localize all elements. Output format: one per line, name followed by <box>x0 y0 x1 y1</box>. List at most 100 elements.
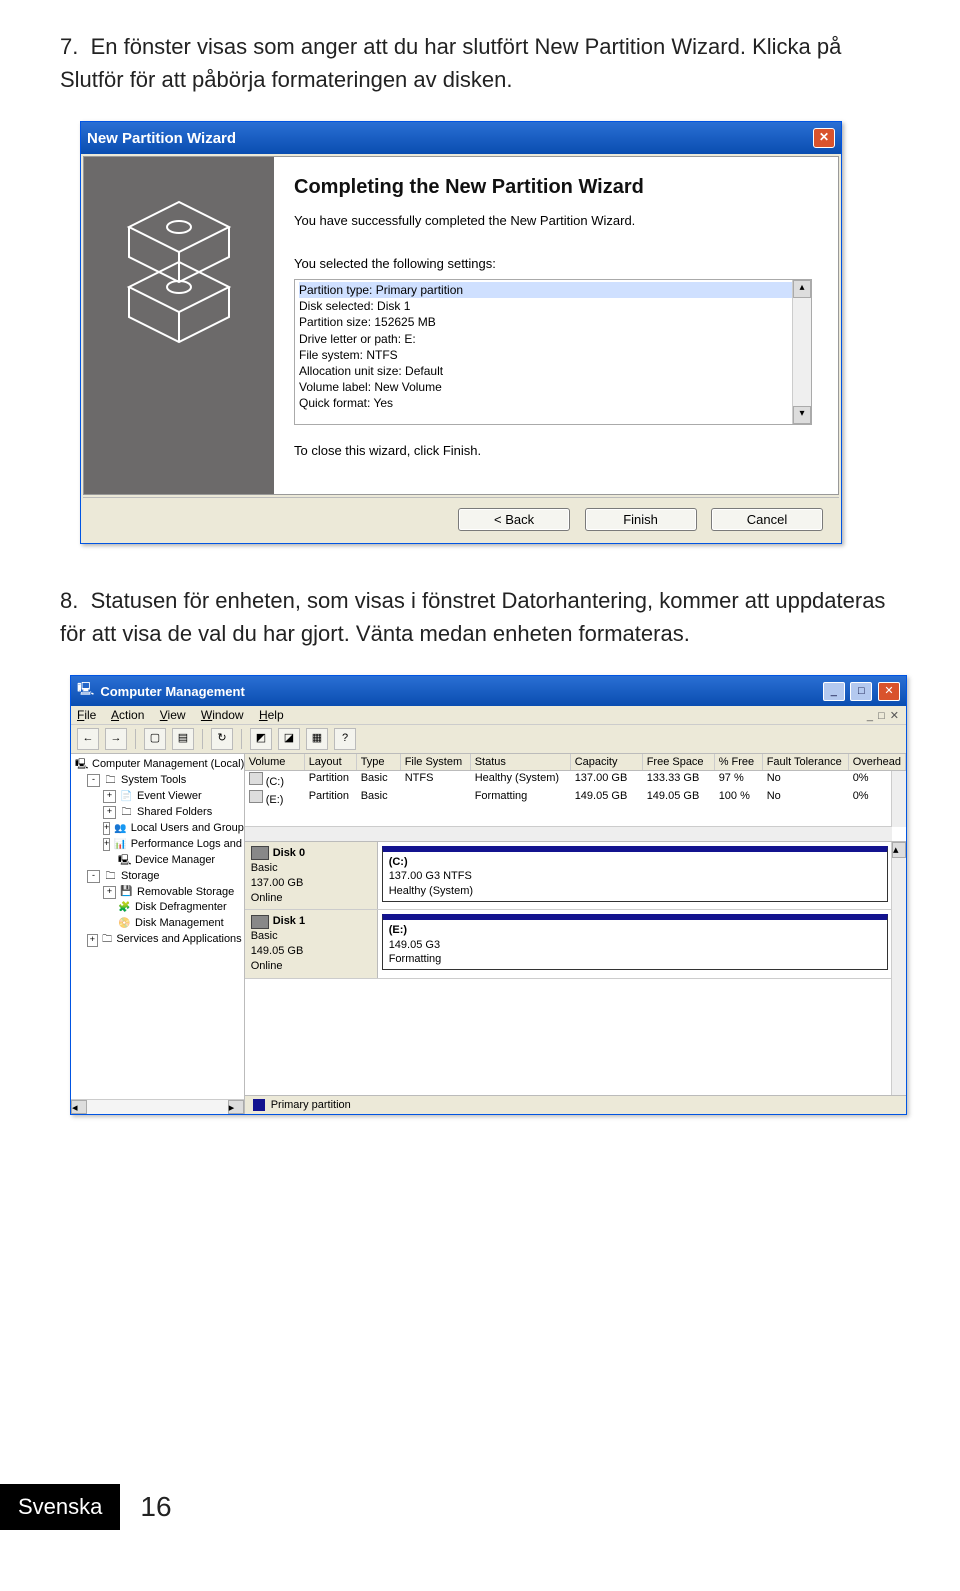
col-capacity[interactable]: Capacity <box>571 754 643 770</box>
wizard-titlebar[interactable]: New Partition Wizard ✕ <box>81 122 841 154</box>
volume-grid-header[interactable]: Volume Layout Type File System Status Ca… <box>245 754 906 771</box>
tool1-icon[interactable]: ◩ <box>250 728 272 750</box>
menu-window[interactable]: Window <box>201 708 244 722</box>
mdi-buttons[interactable]: _ □ ✕ <box>867 709 900 722</box>
close-icon[interactable]: ✕ <box>813 128 835 148</box>
tree-node[interactable]: 🖳 Device Manager <box>73 853 242 869</box>
expand-icon[interactable]: - <box>87 870 100 883</box>
node-label: Removable Storage <box>137 885 234 901</box>
col-pctfree[interactable]: % Free <box>715 754 763 770</box>
back-button[interactable]: < Back <box>458 508 570 531</box>
minimize-icon[interactable]: _ <box>823 682 845 701</box>
tree-node[interactable]: -🗀System Tools <box>73 773 242 789</box>
tree-node[interactable]: +💾Removable Storage <box>73 885 242 901</box>
node-icon: 🗀 <box>120 807 133 819</box>
instruction-8: 8. Statusen för enheten, som visas i fön… <box>60 584 900 650</box>
node-label: Local Users and Groups <box>131 821 245 837</box>
tree-node[interactable]: 🧩 Disk Defragmenter <box>73 900 242 916</box>
node-icon: 🗀 <box>104 871 117 883</box>
col-type[interactable]: Type <box>357 754 401 770</box>
tree-node[interactable]: +📊Performance Logs and Alerts <box>73 837 242 853</box>
expand-icon[interactable]: + <box>103 822 110 835</box>
partition-block[interactable]: (E:) 149.05 G3 Formatting <box>382 914 888 970</box>
footer-page-number: 16 <box>120 1485 191 1529</box>
tree-node[interactable]: +📄Event Viewer <box>73 789 242 805</box>
disk-header: Disk 0 Basic 137.00 GB Online <box>245 842 378 909</box>
volume-grid[interactable]: (C:) Partition Basic NTFS Healthy (Syste… <box>245 771 906 841</box>
node-label: Disk Management <box>135 916 224 932</box>
mgmt-tree[interactable]: 🖳Computer Management (Local)-🗀System Too… <box>71 754 245 1114</box>
tree-node[interactable]: +🗀Shared Folders <box>73 805 242 821</box>
expand-icon[interactable]: - <box>87 774 100 787</box>
node-label: Disk Defragmenter <box>135 900 227 916</box>
menu-view[interactable]: View <box>160 708 186 722</box>
scrollbar[interactable]: ▴ ▾ <box>792 280 811 424</box>
tree-node[interactable]: 📀Disk Management <box>73 916 242 932</box>
show-tree-icon[interactable]: ▤ <box>172 728 194 750</box>
grid-scrollbar-h[interactable] <box>245 826 892 841</box>
disk-icon <box>251 846 269 860</box>
page-footer: Svenska 16 <box>0 1484 192 1530</box>
up-icon[interactable]: ▢ <box>144 728 166 750</box>
wizard-banner <box>84 157 274 494</box>
tree-node[interactable]: -🗀Storage <box>73 869 242 885</box>
col-status[interactable]: Status <box>471 754 571 770</box>
app-icon: 🖳 <box>77 680 94 702</box>
col-volume[interactable]: Volume <box>245 754 305 770</box>
menu-file[interactable]: File <box>77 708 96 722</box>
setting-row: Allocation unit size: Default <box>299 363 811 379</box>
instruction-7: 7. En fönster visas som anger att du har… <box>60 30 900 96</box>
col-layout[interactable]: Layout <box>305 754 357 770</box>
refresh-icon[interactable]: ↻ <box>211 728 233 750</box>
maximize-icon[interactable]: □ <box>850 682 872 701</box>
tree-node[interactable]: 🖳Computer Management (Local) <box>73 757 242 773</box>
disk-row[interactable]: Disk 1 Basic 149.05 GB Online (E:) 149.0… <box>245 910 892 978</box>
mgmt-titlebar[interactable]: 🖳 Computer Management _ □ ✕ <box>71 676 906 706</box>
close-icon[interactable]: ✕ <box>878 682 900 701</box>
tree-node[interactable]: +🗀Services and Applications <box>73 932 242 948</box>
node-icon: 🖳 <box>118 855 131 867</box>
col-fs[interactable]: File System <box>401 754 471 770</box>
legend-label: Primary partition <box>271 1099 351 1111</box>
diskmap-scrollbar-v[interactable]: ▴ <box>891 842 906 1095</box>
node-label: Device Manager <box>135 853 215 869</box>
disk-row[interactable]: Disk 0 Basic 137.00 GB Online (C:) 137.0… <box>245 842 892 910</box>
nav-fwd-icon[interactable]: → <box>105 728 127 750</box>
node-label: Services and Applications <box>116 932 241 948</box>
nav-back-icon[interactable]: ← <box>77 728 99 750</box>
grid-row[interactable]: (C:) Partition Basic NTFS Healthy (Syste… <box>245 771 906 789</box>
window-buttons: _ □ ✕ <box>821 682 900 701</box>
node-icon: 🗀 <box>104 775 117 787</box>
tool3-icon[interactable]: ▦ <box>306 728 328 750</box>
volume-icon <box>249 772 263 785</box>
col-overhead[interactable]: Overhead <box>849 754 906 770</box>
col-fault[interactable]: Fault Tolerance <box>763 754 849 770</box>
wizard-settings-list[interactable]: Partition type: Primary partition Disk s… <box>294 279 812 425</box>
scroll-down-icon[interactable]: ▾ <box>793 406 811 424</box>
setting-row: Drive letter or path: E: <box>299 331 811 347</box>
tree-node[interactable]: +👥Local Users and Groups <box>73 821 242 837</box>
node-icon: 🖳 <box>75 759 88 771</box>
expand-icon[interactable]: + <box>87 934 98 947</box>
help-icon[interactable]: ? <box>334 728 356 750</box>
expand-icon[interactable]: + <box>103 806 116 819</box>
menu-help[interactable]: Help <box>259 708 284 722</box>
partition-block[interactable]: (C:) 137.00 G3 NTFS Healthy (System) <box>382 846 888 902</box>
finish-button[interactable]: Finish <box>585 508 697 531</box>
node-icon: 🧩 <box>118 902 131 914</box>
menu-action[interactable]: Action <box>111 708 144 722</box>
node-icon: 📊 <box>114 839 126 851</box>
tree-scrollbar-h[interactable]: ◂▸ <box>71 1099 244 1114</box>
col-free[interactable]: Free Space <box>643 754 715 770</box>
mgmt-menu: File Action View Window Help _ □ ✕ <box>71 706 906 725</box>
grid-scrollbar-v[interactable] <box>891 771 906 827</box>
node-icon: 📄 <box>120 791 133 803</box>
cancel-button[interactable]: Cancel <box>711 508 823 531</box>
setting-row: File system: NTFS <box>299 347 811 363</box>
scroll-up-icon[interactable]: ▴ <box>793 280 811 298</box>
expand-icon[interactable]: + <box>103 838 110 851</box>
expand-icon[interactable]: + <box>103 790 116 803</box>
expand-icon[interactable]: + <box>103 886 116 899</box>
tool2-icon[interactable]: ◪ <box>278 728 300 750</box>
grid-row[interactable]: (E:) Partition Basic Formatting 149.05 G… <box>245 789 906 807</box>
